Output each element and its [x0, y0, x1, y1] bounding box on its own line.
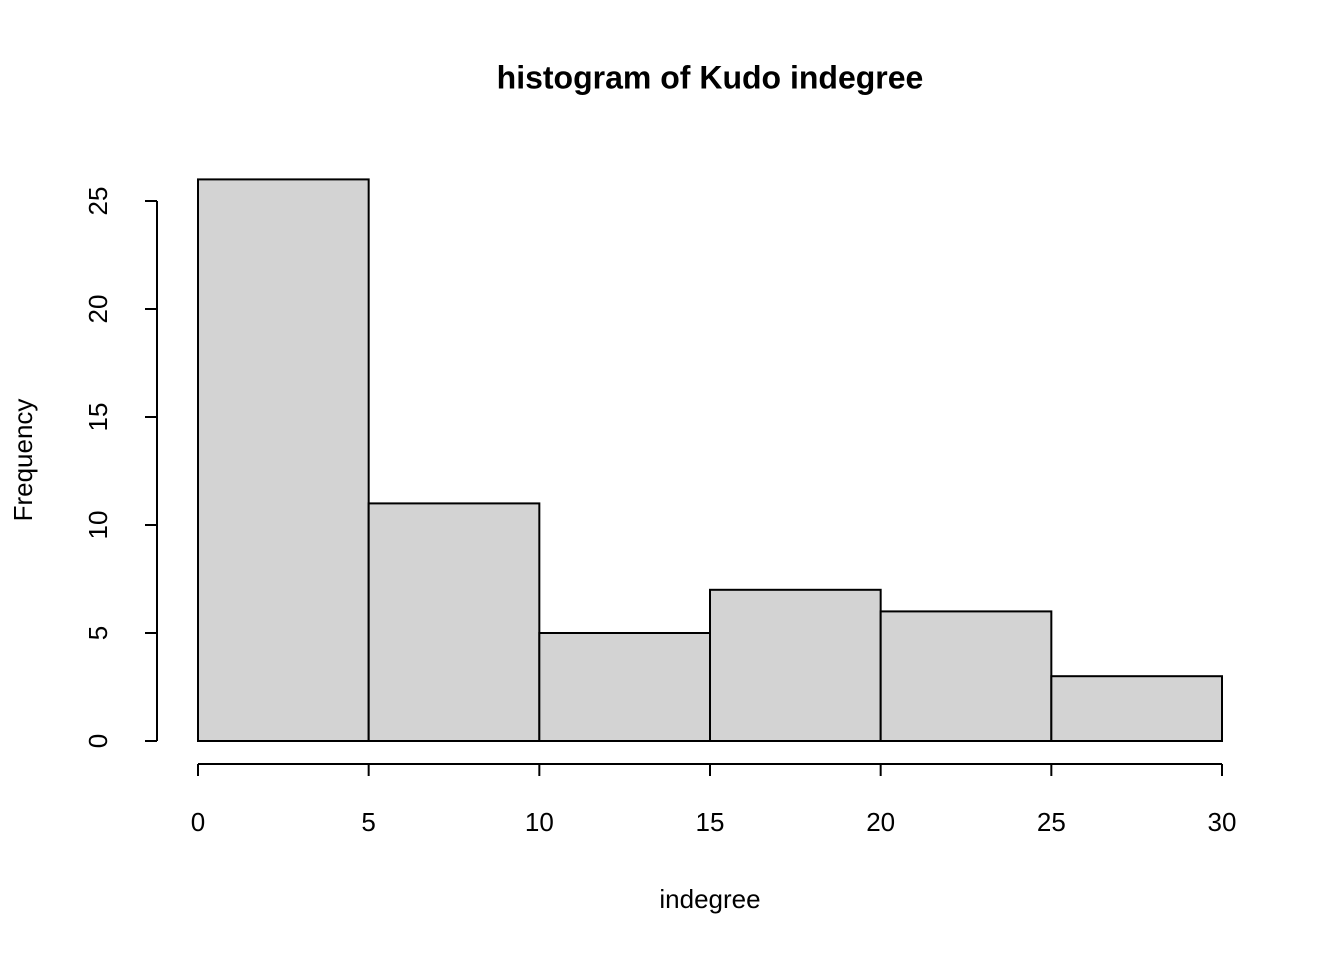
chart-title: histogram of Kudo indegree — [497, 59, 924, 95]
x-tick-label: 10 — [525, 807, 554, 837]
x-tick-label: 5 — [361, 807, 375, 837]
x-axis-label: indegree — [659, 884, 760, 914]
x-tick-label: 0 — [191, 807, 205, 837]
bar — [367, 502, 541, 742]
y-tick-label: 5 — [83, 626, 113, 640]
y-tick-label: 0 — [83, 734, 113, 748]
y-tick-label: 25 — [83, 187, 113, 216]
bar — [879, 610, 1053, 743]
y-tick-label: 20 — [83, 295, 113, 324]
x-tick-label: 15 — [696, 807, 725, 837]
y-axis-label: Frequency — [8, 399, 38, 522]
x-tick-label: 30 — [1208, 807, 1237, 837]
bar — [538, 632, 711, 742]
bar — [709, 588, 882, 742]
bar — [1050, 675, 1224, 743]
y-tick-label: 15 — [83, 403, 113, 432]
y-tick-label: 10 — [83, 511, 113, 540]
x-tick-label: 20 — [866, 807, 895, 837]
bar — [197, 178, 370, 742]
x-tick-label: 25 — [1037, 807, 1066, 837]
